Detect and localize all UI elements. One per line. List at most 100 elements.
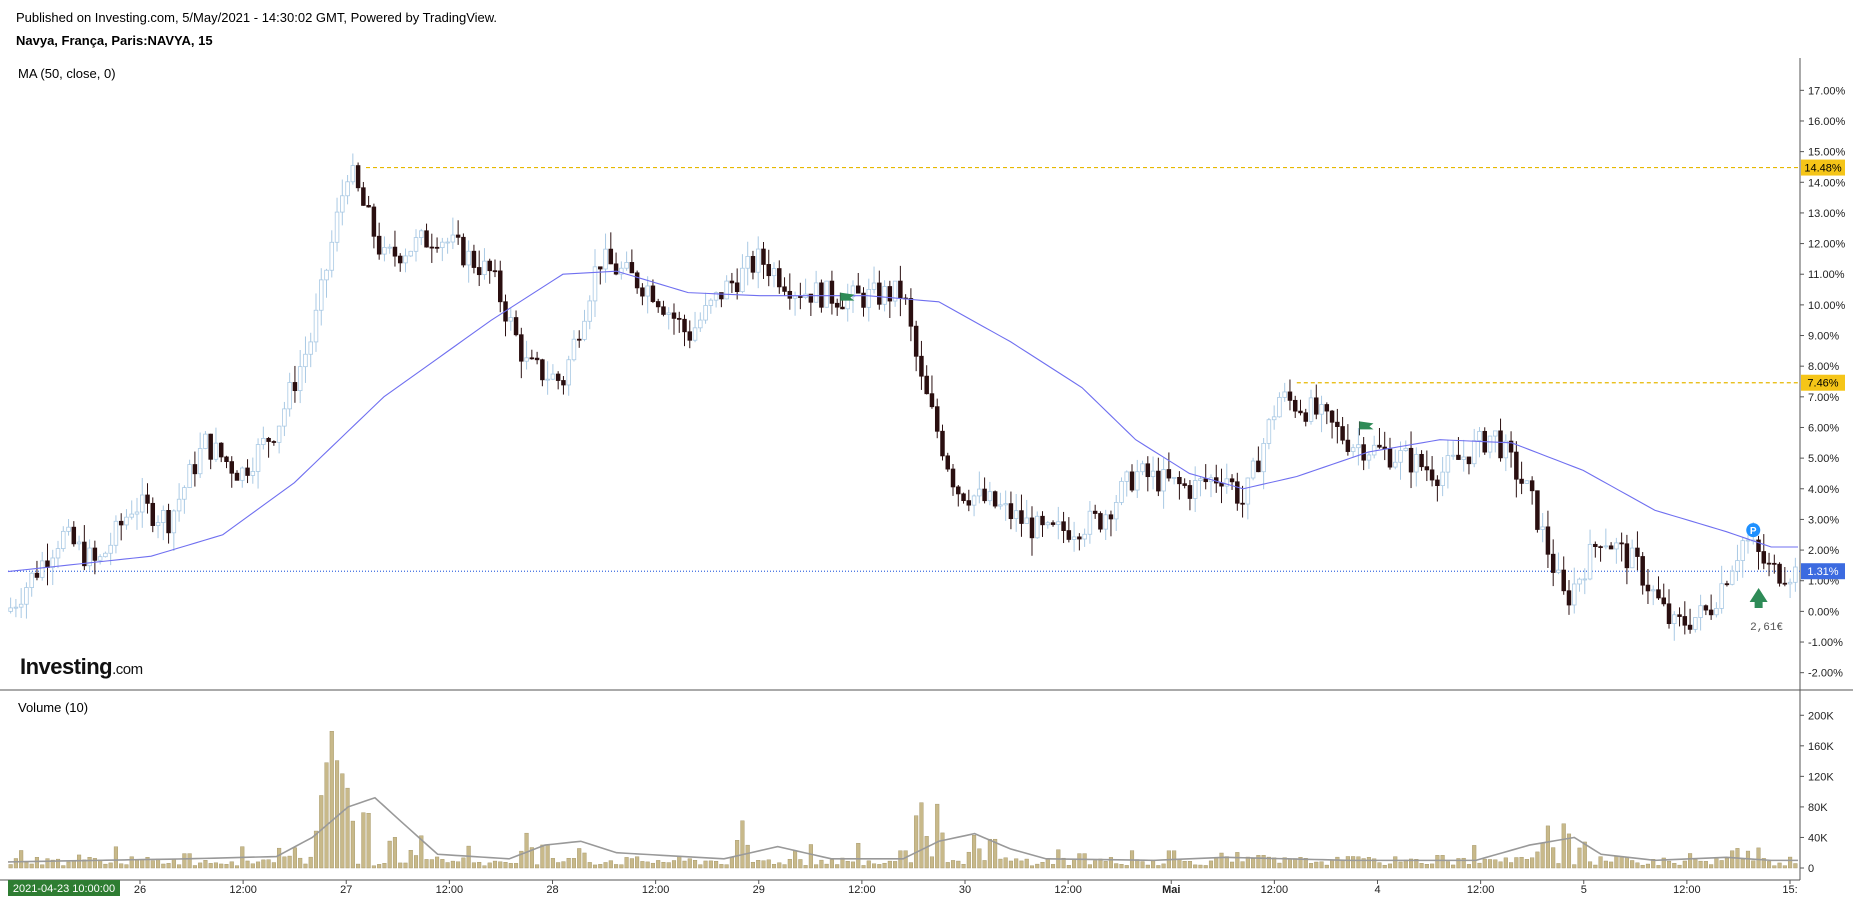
- candle-body: [861, 292, 866, 308]
- volume-bar: [982, 860, 987, 869]
- volume-bar: [345, 787, 350, 869]
- candle-body: [708, 299, 714, 306]
- candle-body: [813, 282, 819, 303]
- candle-body: [987, 491, 993, 502]
- candle-body: [687, 331, 693, 341]
- volume-bar: [1582, 841, 1587, 869]
- candle-body: [1235, 481, 1240, 504]
- volume-bar: [1714, 858, 1719, 869]
- candle-body: [1614, 542, 1619, 550]
- volume-bar: [671, 860, 677, 869]
- volume-bar: [745, 844, 750, 869]
- volume-bar: [1014, 858, 1019, 869]
- x-tick-label: 5: [1581, 884, 1587, 896]
- candle-body: [540, 359, 545, 381]
- flag-icon: [1359, 421, 1374, 430]
- volume-bar: [893, 861, 898, 869]
- candle-body: [455, 234, 461, 238]
- volume-bar: [424, 859, 429, 869]
- candle-body: [1061, 521, 1066, 531]
- volume-bar: [182, 853, 187, 869]
- candle-body: [34, 572, 40, 578]
- candle-body: [682, 318, 687, 333]
- candle-body: [703, 305, 708, 321]
- candle-body: [603, 248, 608, 270]
- candle-body: [571, 338, 577, 361]
- candle-body: [529, 357, 535, 360]
- volume-bar: [1609, 861, 1614, 869]
- candle-body: [234, 472, 240, 481]
- candle-body: [929, 393, 935, 408]
- candle-body: [534, 357, 540, 361]
- candle-body: [1103, 514, 1108, 530]
- candle-body: [392, 246, 398, 257]
- candle-body: [71, 526, 77, 545]
- volume-bar: [956, 860, 961, 869]
- candle-body: [1140, 463, 1145, 473]
- candle-body: [1550, 553, 1556, 573]
- volume-bar: [698, 864, 703, 869]
- price-level-badge: [1801, 374, 1845, 391]
- candle-body: [324, 269, 329, 281]
- volume-bar: [1540, 843, 1545, 869]
- x-tick-label: 27: [340, 884, 352, 896]
- volume-bar: [793, 850, 798, 869]
- volume-bar: [113, 846, 118, 869]
- volume-bar: [1751, 860, 1756, 869]
- candle-body: [734, 282, 740, 293]
- volume-bar: [398, 862, 403, 869]
- candle-body: [587, 300, 592, 322]
- volume-bar: [356, 863, 361, 869]
- volume-bar: [192, 865, 197, 869]
- candle-body: [545, 378, 550, 381]
- volume-bar: [1287, 858, 1292, 869]
- volume-bar: [1777, 862, 1782, 869]
- candle-body: [1098, 513, 1103, 530]
- volume-bar: [229, 861, 234, 869]
- candle-body: [287, 382, 292, 410]
- volume-bar: [1261, 855, 1266, 869]
- volume-bar: [429, 859, 434, 869]
- candle-body: [956, 486, 961, 495]
- volume-bar: [1440, 855, 1445, 869]
- volume-bar: [171, 859, 176, 869]
- published-caption: Published on Investing.com, 5/May/2021 -…: [16, 10, 498, 25]
- candle-body: [1013, 510, 1019, 520]
- candle-body: [619, 267, 624, 275]
- volume-bar: [966, 851, 971, 869]
- candle-body: [1403, 447, 1409, 451]
- volume-tick-label: 120K: [1808, 771, 1834, 783]
- candle-body: [508, 317, 514, 322]
- candle-body: [118, 520, 124, 526]
- candle-body: [1487, 435, 1493, 453]
- candle-body: [1356, 444, 1361, 449]
- volume-bar: [108, 862, 113, 869]
- candle-body: [1650, 589, 1656, 592]
- volume-bar: [708, 860, 713, 869]
- volume-bar: [19, 850, 24, 869]
- volume-bar: [666, 862, 671, 869]
- volume-bar: [1645, 863, 1650, 869]
- volume-bar: [1561, 823, 1566, 869]
- candle-body: [319, 279, 324, 311]
- candle-body: [1108, 514, 1114, 520]
- candle-body: [50, 557, 55, 568]
- candle-body: [218, 442, 224, 458]
- candle-body: [982, 488, 987, 502]
- volume-bar: [419, 835, 424, 869]
- candle-body: [919, 355, 924, 377]
- candle-body: [608, 248, 614, 265]
- volume-bar: [1072, 858, 1077, 869]
- candle-body: [303, 353, 308, 368]
- candle-body: [240, 467, 245, 481]
- candle-body: [750, 256, 756, 273]
- volume-bar: [1709, 864, 1714, 869]
- volume-bar: [266, 859, 271, 869]
- volume-bar: [545, 844, 550, 869]
- volume-bar: [1677, 864, 1682, 869]
- candle-body: [282, 408, 287, 427]
- volume-bar: [392, 837, 397, 869]
- candle-body: [561, 380, 566, 386]
- volume-bar: [1788, 856, 1793, 869]
